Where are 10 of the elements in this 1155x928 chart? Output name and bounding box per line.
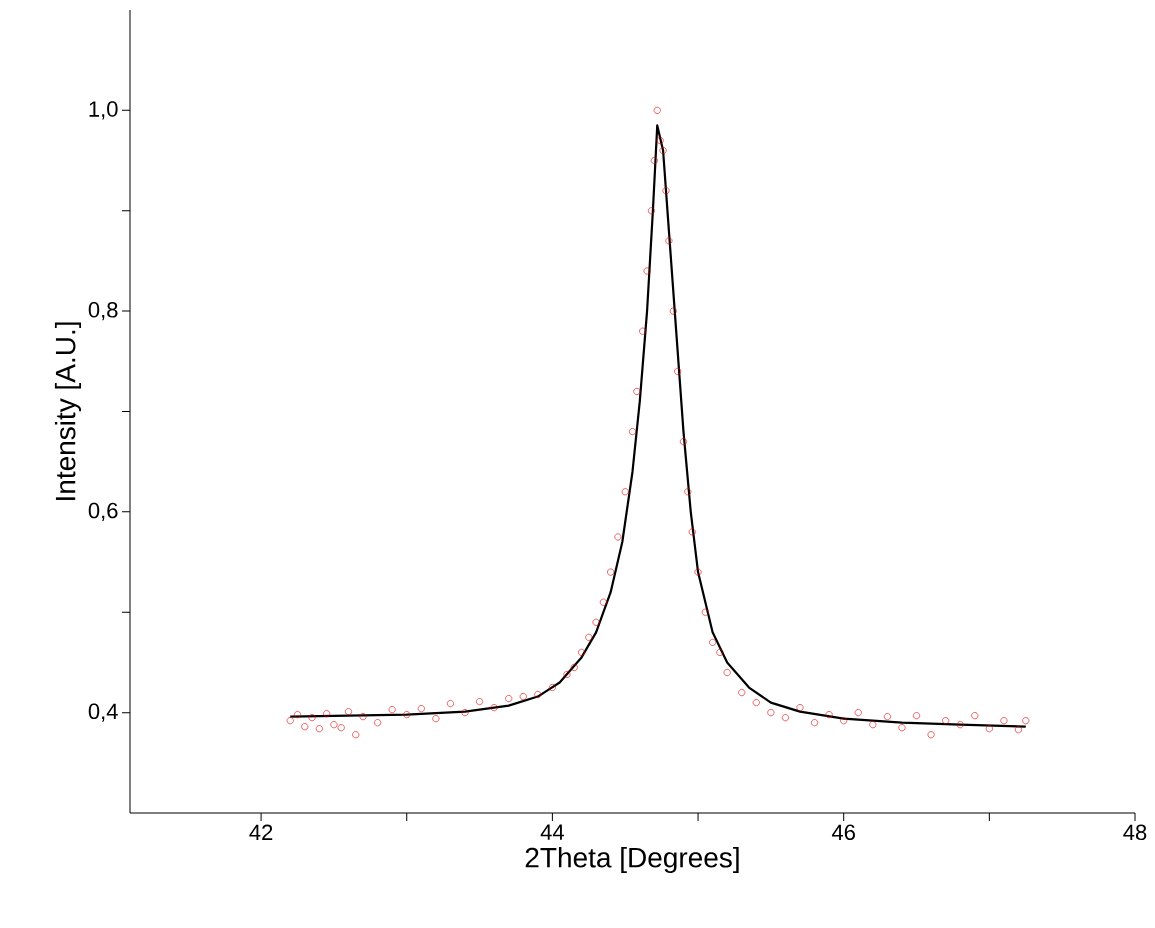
x-tick-label: 42 xyxy=(249,824,273,840)
y-tick-label: 0,6 xyxy=(88,502,118,521)
y-tick-label: 0,4 xyxy=(88,703,118,722)
y-tick-label: 0,8 xyxy=(88,302,118,321)
x-tick-label: 48 xyxy=(1123,824,1147,841)
x-tick-label: 46 xyxy=(831,824,855,841)
x-tick-label: 44 xyxy=(540,824,564,840)
y-tick-label: 1,0 xyxy=(89,101,118,120)
y-axis-title: Intensity [A.U.] xyxy=(54,322,82,500)
x-axis-title: 2Theta [Degrees] xyxy=(525,846,739,874)
